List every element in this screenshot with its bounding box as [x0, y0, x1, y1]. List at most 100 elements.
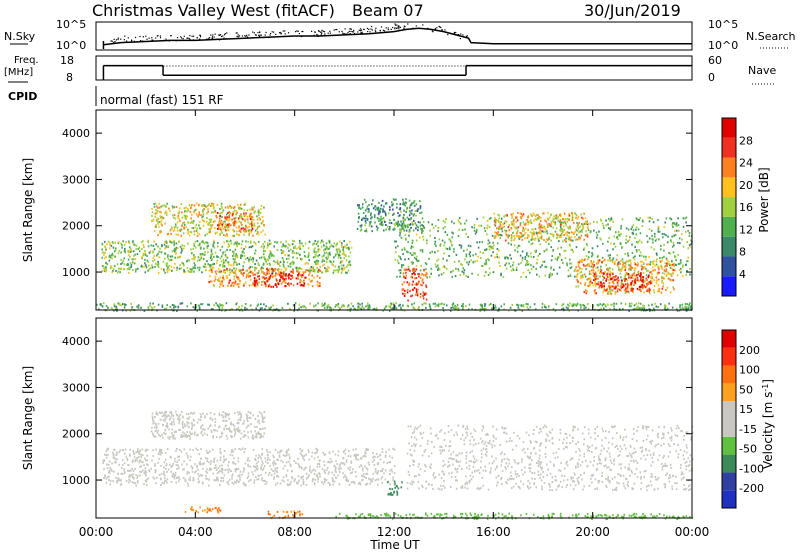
- heat-cell: [534, 237, 537, 240]
- heat-cell: [513, 244, 516, 247]
- heat-cell: [254, 263, 256, 266]
- heat-cell: [499, 234, 501, 236]
- heat-cell: [607, 240, 609, 243]
- heat-cell: [348, 263, 351, 266]
- heat-cell: [395, 198, 397, 201]
- heat-cell: [219, 222, 222, 225]
- heat-cell: [123, 306, 126, 309]
- heat-cell: [584, 234, 587, 237]
- heat-cell: [658, 238, 660, 241]
- heat-cell: [220, 270, 222, 273]
- heat-cell: [628, 302, 631, 305]
- heat-cell: [257, 233, 260, 236]
- nsky-point: [181, 39, 183, 41]
- heat-cell: [661, 268, 663, 270]
- heat-cell: [214, 278, 217, 281]
- heat-cell: [238, 230, 241, 232]
- nsky-point: [224, 33, 226, 35]
- heat-cell: [321, 260, 323, 263]
- heat-cell: [650, 246, 653, 249]
- heat-cell: [678, 229, 680, 232]
- heat-cell: [226, 269, 229, 272]
- heat-cell: [356, 228, 359, 230]
- heat-cell: [228, 273, 231, 276]
- heat-cell: [184, 478, 187, 481]
- heat-cell: [612, 285, 615, 288]
- heat-cell: [316, 241, 319, 244]
- heat-cell: [105, 248, 107, 251]
- heat-cell: [280, 241, 282, 244]
- heat-cell: [198, 453, 201, 456]
- heat-cell: [627, 284, 630, 287]
- heat-cell: [346, 247, 348, 250]
- heat-cell: [477, 273, 479, 276]
- heat-cell: [153, 254, 156, 257]
- heat-cell: [485, 259, 487, 262]
- nsky-point: [344, 33, 346, 35]
- heat-cell: [419, 249, 422, 252]
- heat-cell: [206, 217, 208, 219]
- heat-cell: [429, 234, 432, 237]
- heat-cell: [318, 268, 320, 271]
- heat-cell: [689, 302, 691, 305]
- heat-cell: [607, 223, 609, 226]
- heat-cell: [602, 303, 605, 306]
- heat-cell: [543, 212, 545, 215]
- nsky-point: [438, 25, 440, 28]
- heat-cell: [576, 233, 578, 236]
- heat-cell: [292, 256, 294, 259]
- heat-cell: [407, 241, 409, 244]
- heat-cell: [228, 213, 231, 216]
- heat-cell: [168, 264, 170, 267]
- heat-cell: [154, 215, 157, 218]
- heat-cell: [412, 214, 415, 217]
- nsky-point: [269, 34, 271, 36]
- heat-cell: [240, 255, 242, 258]
- heat-cell: [288, 284, 290, 287]
- heat-cell: [250, 270, 253, 273]
- heat-cell: [263, 303, 265, 306]
- heat-cell: [120, 242, 122, 245]
- heat-cell: [318, 460, 321, 463]
- heat-cell: [538, 222, 541, 225]
- heat-cell: [222, 251, 224, 254]
- heat-cell: [252, 274, 255, 277]
- heat-cell: [187, 221, 189, 224]
- heat-cell: [440, 273, 443, 276]
- heat-cell: [415, 293, 417, 296]
- heat-cell: [364, 220, 367, 223]
- heat-cell: [674, 269, 676, 272]
- heat-cell: [650, 229, 653, 232]
- heat-cell: [568, 214, 571, 217]
- heat-cell: [641, 280, 643, 283]
- heat-cell: [308, 259, 310, 262]
- heat-cell: [133, 243, 135, 246]
- heat-cell: [414, 273, 416, 276]
- heat-cell: [129, 309, 132, 312]
- heat-cell: [252, 448, 255, 451]
- heat-cell: [645, 277, 648, 280]
- heat-cell: [641, 307, 644, 310]
- heat-cell: [602, 291, 604, 294]
- heat-cell: [519, 236, 522, 239]
- heat-cell: [388, 228, 390, 231]
- heat-cell: [202, 213, 205, 215]
- heat-cell: [659, 257, 661, 259]
- heat-cell: [299, 281, 301, 284]
- heat-cell: [233, 243, 235, 246]
- heat-cell: [517, 304, 520, 307]
- heat-cell: [634, 255, 636, 258]
- power-heatmap: [96, 198, 693, 312]
- heat-cell: [340, 264, 343, 267]
- heat-cell: [539, 216, 542, 219]
- heat-cell: [238, 225, 240, 228]
- heat-cell: [518, 308, 521, 311]
- heat-cell: [513, 239, 515, 242]
- heat-cell: [196, 464, 198, 467]
- heat-cell: [526, 306, 529, 309]
- heat-cell: [550, 233, 553, 236]
- heat-cell: [130, 264, 133, 267]
- heat-cell: [300, 476, 303, 479]
- heat-cell: [664, 221, 666, 224]
- heat-cell: [615, 236, 618, 239]
